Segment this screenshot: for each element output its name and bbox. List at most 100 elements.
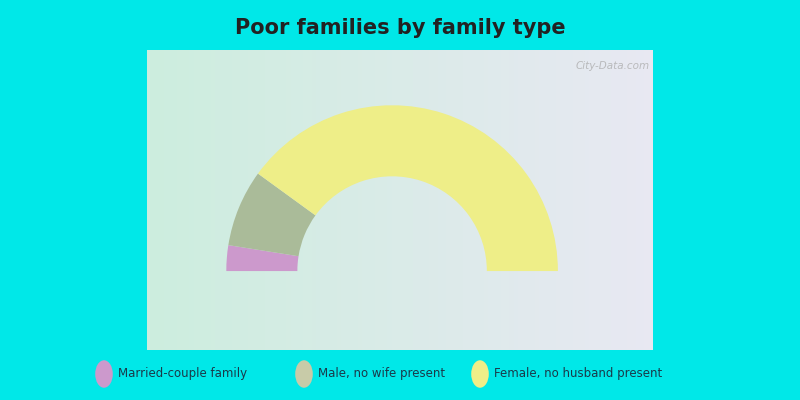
- Bar: [506, 50, 510, 350]
- Bar: [253, 50, 257, 350]
- Bar: [573, 50, 577, 350]
- Bar: [156, 50, 160, 350]
- Bar: [569, 50, 573, 350]
- Bar: [181, 50, 186, 350]
- Bar: [186, 50, 190, 350]
- Bar: [534, 50, 539, 350]
- Bar: [623, 50, 627, 350]
- Bar: [231, 50, 236, 350]
- Bar: [391, 50, 396, 350]
- Bar: [350, 50, 354, 350]
- Bar: [636, 50, 640, 350]
- Bar: [282, 50, 286, 350]
- Wedge shape: [226, 245, 298, 271]
- Bar: [383, 50, 387, 350]
- Bar: [324, 50, 329, 350]
- Bar: [240, 50, 244, 350]
- Text: Female, no husband present: Female, no husband present: [494, 368, 662, 380]
- Bar: [551, 50, 556, 350]
- Bar: [303, 50, 307, 350]
- Bar: [484, 50, 489, 350]
- Bar: [219, 50, 223, 350]
- Wedge shape: [258, 105, 558, 271]
- Bar: [270, 50, 274, 350]
- Bar: [413, 50, 417, 350]
- Bar: [379, 50, 383, 350]
- Bar: [606, 50, 610, 350]
- Bar: [619, 50, 623, 350]
- Bar: [649, 50, 653, 350]
- Text: City-Data.com: City-Data.com: [575, 61, 650, 71]
- Bar: [409, 50, 413, 350]
- Bar: [362, 50, 366, 350]
- Bar: [223, 50, 227, 350]
- Bar: [564, 50, 569, 350]
- Bar: [463, 50, 467, 350]
- Bar: [594, 50, 598, 350]
- Bar: [214, 50, 219, 350]
- Bar: [236, 50, 240, 350]
- Ellipse shape: [471, 360, 489, 388]
- Bar: [510, 50, 514, 350]
- Bar: [261, 50, 266, 350]
- Bar: [539, 50, 543, 350]
- Bar: [644, 50, 649, 350]
- Bar: [598, 50, 602, 350]
- Text: Poor families by family type: Poor families by family type: [234, 18, 566, 38]
- Text: Married-couple family: Married-couple family: [118, 368, 247, 380]
- Bar: [602, 50, 606, 350]
- Bar: [358, 50, 362, 350]
- Bar: [438, 50, 442, 350]
- Bar: [547, 50, 551, 350]
- Bar: [387, 50, 391, 350]
- Bar: [467, 50, 471, 350]
- Bar: [333, 50, 337, 350]
- Bar: [190, 50, 194, 350]
- Bar: [526, 50, 530, 350]
- Bar: [530, 50, 534, 350]
- Bar: [278, 50, 282, 350]
- Bar: [476, 50, 480, 350]
- Bar: [366, 50, 370, 350]
- Bar: [459, 50, 463, 350]
- Bar: [147, 50, 151, 350]
- Bar: [177, 50, 181, 350]
- Bar: [421, 50, 426, 350]
- Bar: [522, 50, 526, 350]
- Bar: [614, 50, 619, 350]
- Bar: [210, 50, 214, 350]
- Bar: [446, 50, 450, 350]
- Bar: [396, 50, 400, 350]
- Bar: [480, 50, 484, 350]
- Bar: [244, 50, 249, 350]
- Bar: [311, 50, 316, 350]
- Bar: [337, 50, 341, 350]
- Bar: [294, 50, 299, 350]
- Bar: [586, 50, 590, 350]
- Bar: [341, 50, 346, 350]
- Bar: [320, 50, 324, 350]
- Bar: [202, 50, 206, 350]
- Bar: [290, 50, 294, 350]
- Bar: [631, 50, 636, 350]
- Ellipse shape: [95, 360, 113, 388]
- Bar: [400, 50, 404, 350]
- Bar: [194, 50, 198, 350]
- Bar: [640, 50, 644, 350]
- Bar: [257, 50, 261, 350]
- Bar: [543, 50, 547, 350]
- Bar: [493, 50, 497, 350]
- Bar: [518, 50, 522, 350]
- Wedge shape: [228, 174, 315, 256]
- Bar: [173, 50, 177, 350]
- Bar: [160, 50, 164, 350]
- Bar: [434, 50, 438, 350]
- Bar: [454, 50, 459, 350]
- Text: Male, no wife present: Male, no wife present: [318, 368, 446, 380]
- Bar: [374, 50, 379, 350]
- Bar: [198, 50, 202, 350]
- Bar: [430, 50, 434, 350]
- Bar: [450, 50, 454, 350]
- Bar: [274, 50, 278, 350]
- Bar: [442, 50, 446, 350]
